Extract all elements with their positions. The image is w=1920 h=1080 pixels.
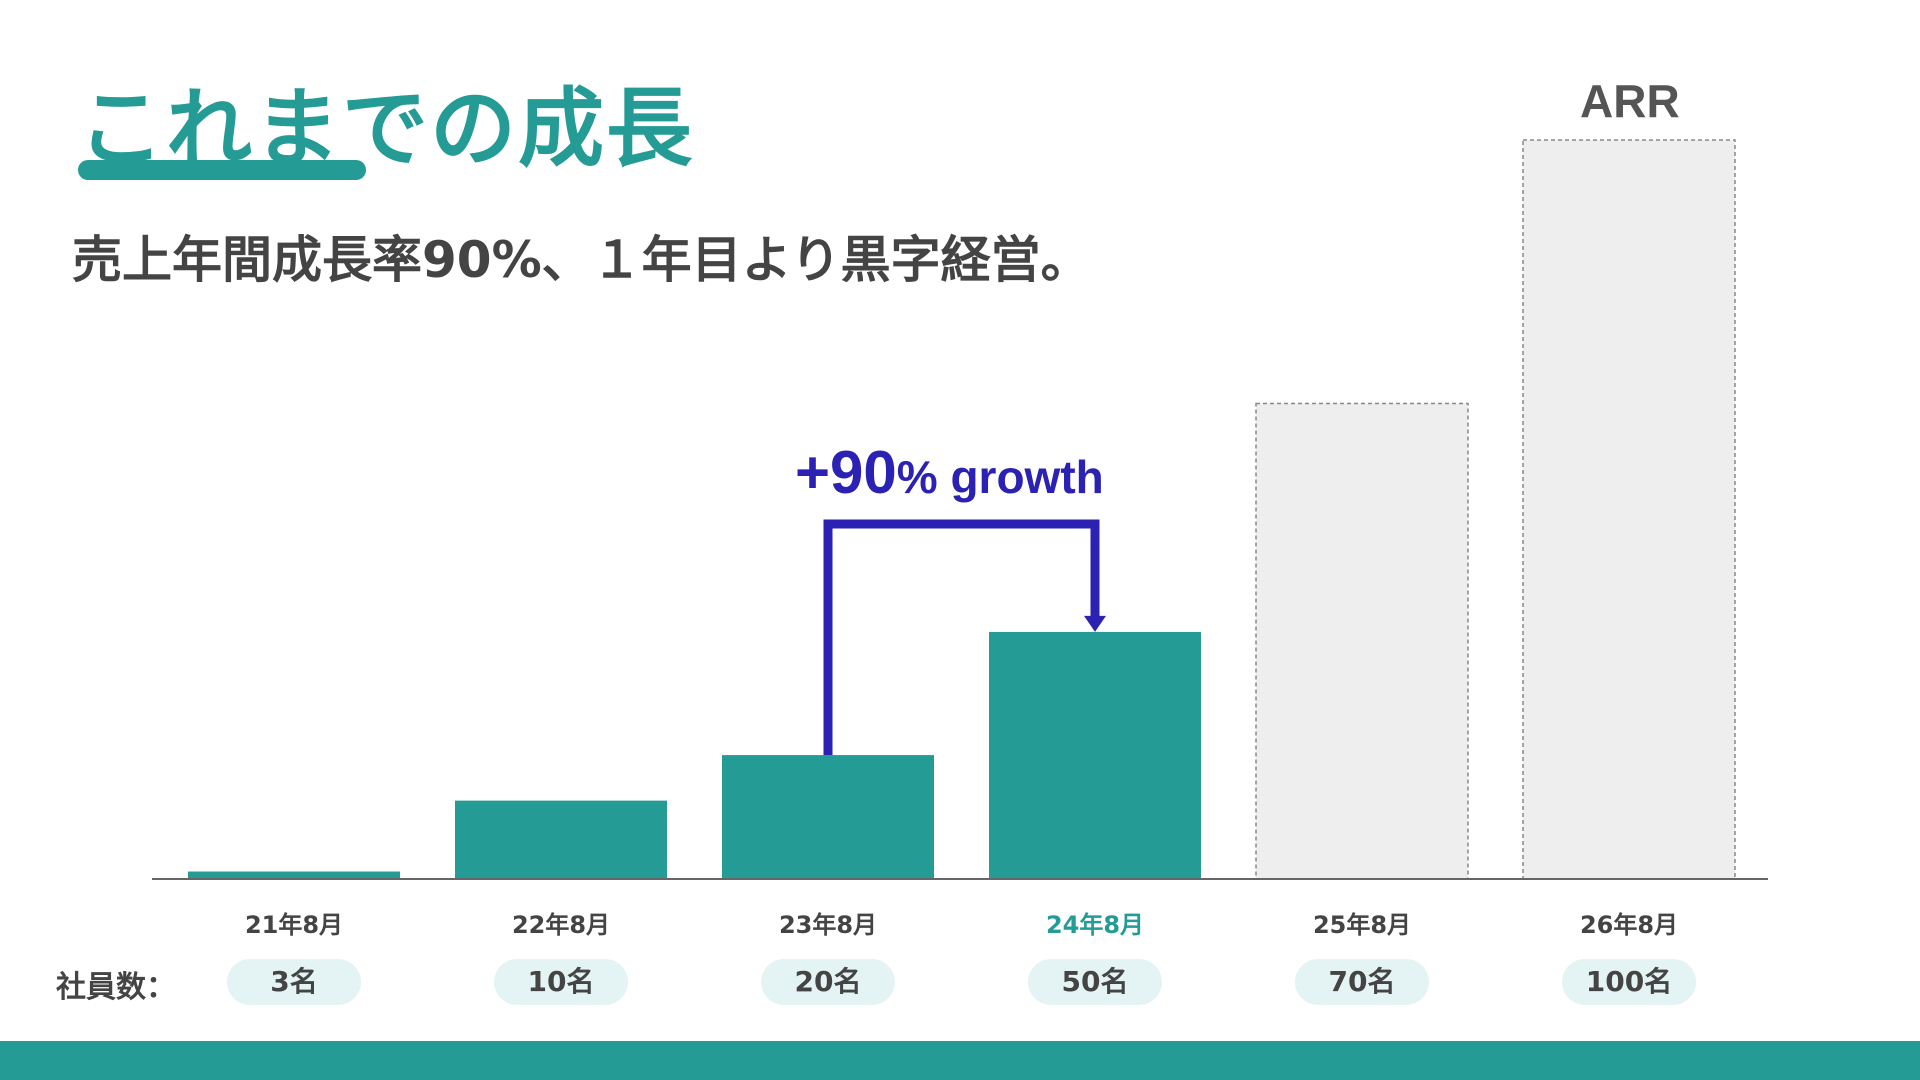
bar-21年8月 bbox=[188, 871, 400, 879]
x-tick-label: 23年8月 bbox=[778, 911, 878, 939]
x-tick-label: 22年8月 bbox=[511, 911, 611, 939]
growth-bracket bbox=[823, 519, 1100, 756]
slide-subtitle: 売上年間成長率90%、１年目より黒字経営。 bbox=[72, 231, 1091, 289]
bar-25年8月 bbox=[1255, 402, 1469, 880]
growth-annotation-text: % growth bbox=[896, 451, 1104, 503]
series-label: ARR bbox=[1580, 75, 1680, 127]
bar-23年8月 bbox=[722, 755, 934, 879]
bar-26年8月 bbox=[1522, 139, 1736, 880]
employee-count-pill: 10名 bbox=[494, 959, 628, 1005]
growth-annotation: +90% growth bbox=[795, 438, 1104, 507]
employee-count-pill: 100名 bbox=[1562, 959, 1696, 1005]
bar-24年8月 bbox=[989, 631, 1201, 879]
x-tick-label: 21年8月 bbox=[244, 911, 344, 939]
growth-arrowhead bbox=[1084, 615, 1106, 632]
x-tick-label: 25年8月 bbox=[1312, 911, 1412, 939]
employee-count-label: 社員数： bbox=[56, 970, 176, 1005]
bar-22年8月 bbox=[455, 800, 667, 879]
x-tick-label: 26年8月 bbox=[1579, 911, 1679, 939]
title-underline bbox=[78, 160, 366, 180]
employee-count-pill: 3名 bbox=[227, 959, 361, 1005]
employee-count-pill: 70名 bbox=[1295, 959, 1429, 1005]
x-tick-label: 24年8月 bbox=[1045, 911, 1145, 939]
employee-count-pill: 20名 bbox=[761, 959, 895, 1005]
growth-annotation-value: +90 bbox=[795, 439, 897, 506]
footer-bar bbox=[0, 1041, 1920, 1080]
employee-count-pill: 50名 bbox=[1028, 959, 1162, 1005]
